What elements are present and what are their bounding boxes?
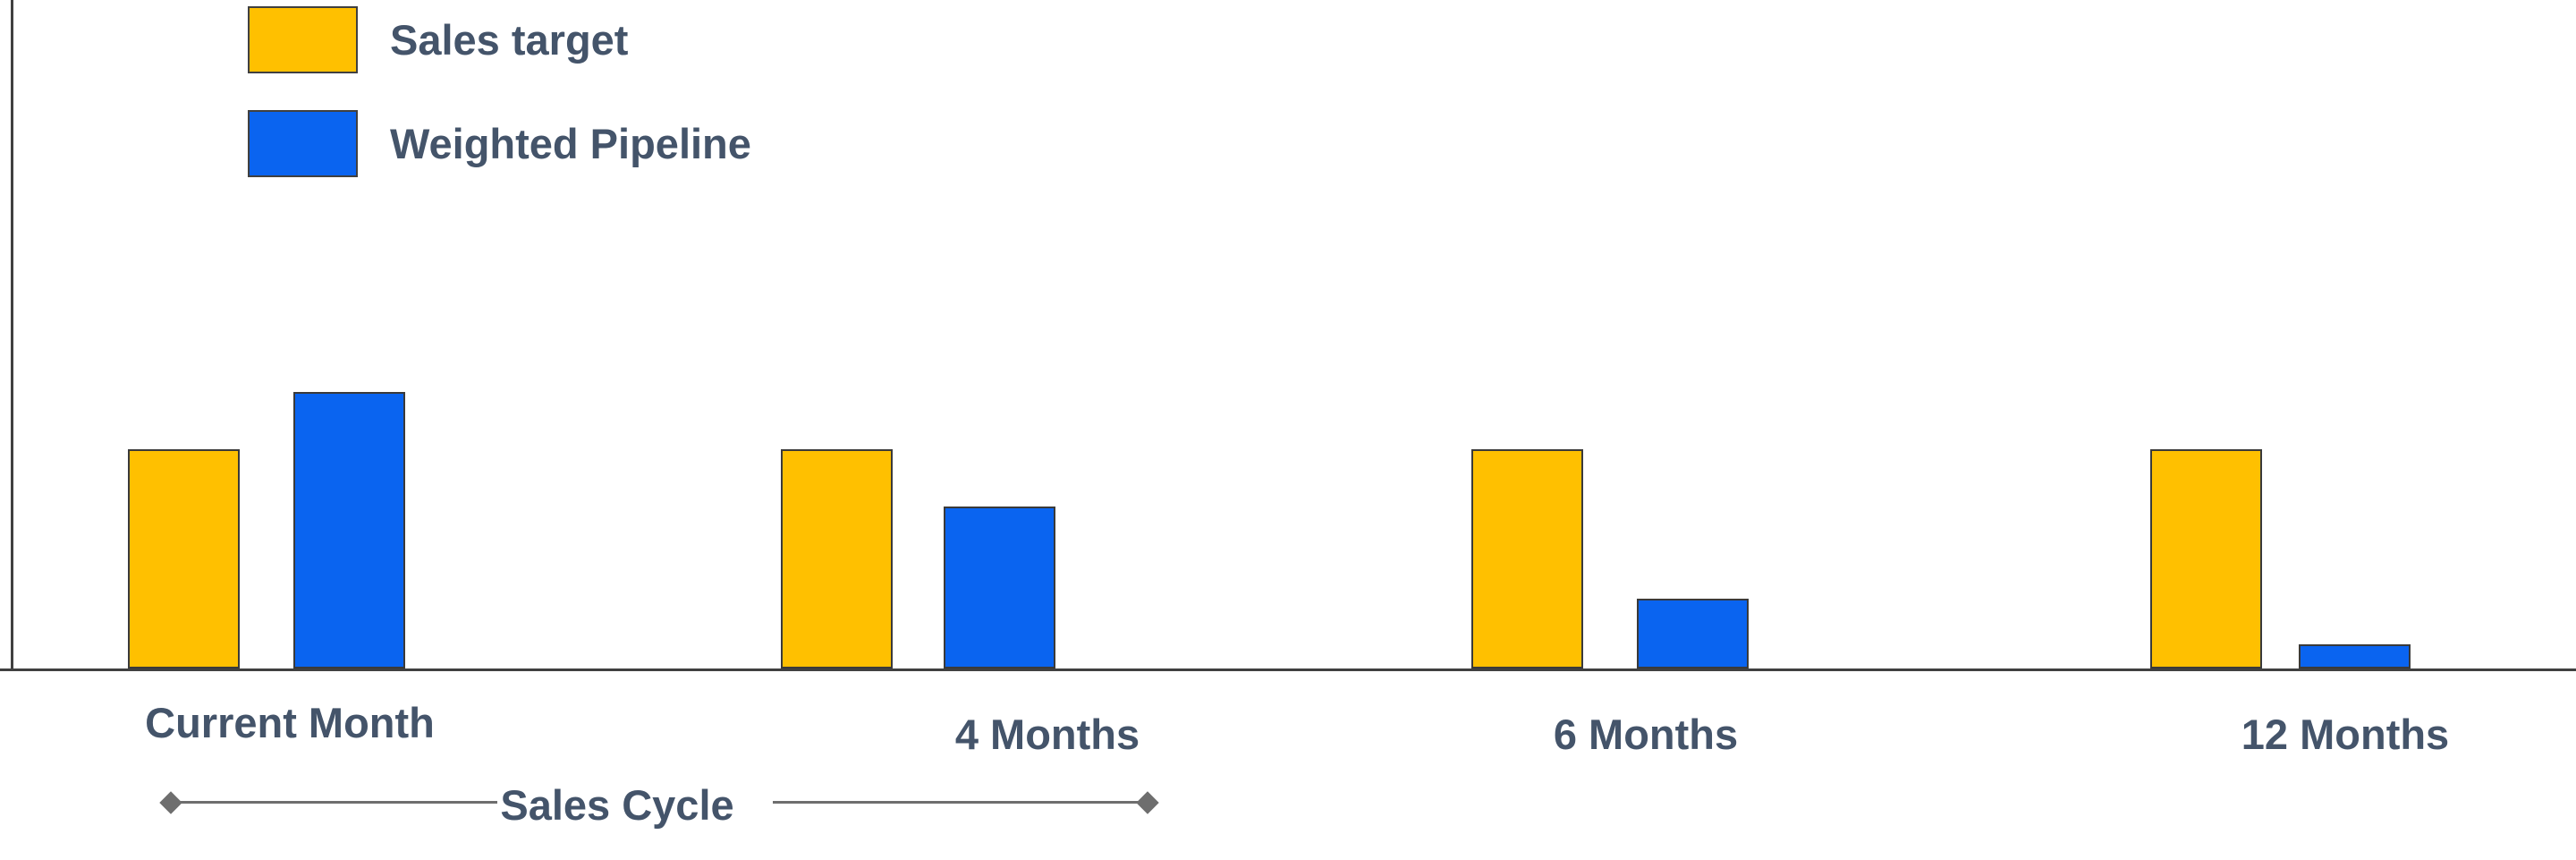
legend-item-sales-target: Sales target [248,6,628,73]
bar-sales-target-12-months [2150,449,2262,668]
arrow-left-line [175,801,497,804]
bar-sales-target-current-month [128,449,240,668]
bar-weighted-pipeline-12-months [2299,644,2411,668]
bar-weighted-pipeline-current-month [293,392,405,668]
bar-sales-target-4-months [781,449,893,668]
bar-sales-target-6-months [1471,449,1583,668]
sales-cycle-label: Sales Cycle [500,781,734,829]
legend-swatch-sales-target [248,6,358,73]
bar-weighted-pipeline-6-months [1637,599,1749,668]
legend-label-sales-target: Sales target [390,16,629,64]
category-label-0: Current Month [145,699,435,746]
bar-weighted-pipeline-4-months [944,507,1055,668]
legend-label-weighted-pipeline: Weighted Pipeline [390,120,751,167]
arrow-right-diamond-icon [1136,791,1159,814]
category-label-2: 6 Months [1553,711,1739,758]
y-axis-line [11,0,13,671]
legend-item-weighted-pipeline: Weighted Pipeline [248,110,751,177]
legend-swatch-weighted-pipeline [248,110,358,177]
x-axis-line [0,668,2576,671]
category-label-3: 12 Months [2241,711,2450,758]
arrow-right-line [773,801,1145,804]
category-label-1: 4 Months [954,711,1140,758]
